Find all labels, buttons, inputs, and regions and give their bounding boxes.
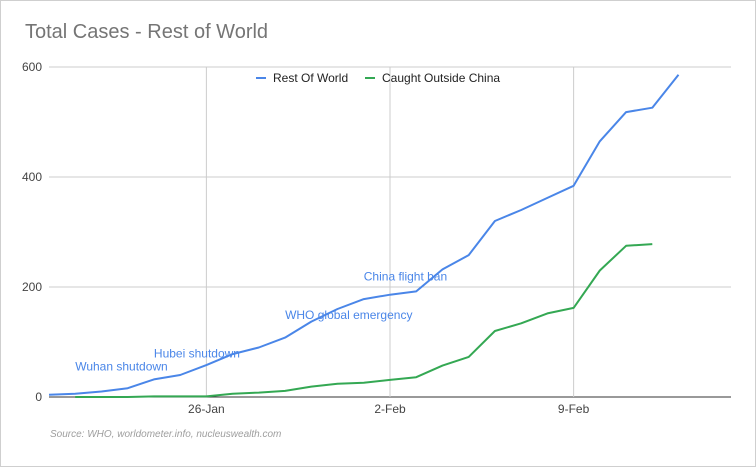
annotation-label: Wuhan shutdown xyxy=(75,360,168,374)
source-note: Source: WHO, worldometer.info, nucleuswe… xyxy=(50,429,282,440)
chart-title: Total Cases - Rest of World xyxy=(25,21,269,43)
series-line-rest-of-world xyxy=(48,74,680,396)
legend-label: Rest Of World xyxy=(273,71,348,85)
y-tick-label: 400 xyxy=(22,170,42,184)
annotation-label: China flight ban xyxy=(364,269,447,283)
x-tick-label: 2-Feb xyxy=(374,402,406,416)
y-tick-label: 0 xyxy=(35,390,42,404)
y-tick-label: 200 xyxy=(22,280,42,294)
series-line-caught-outside-china xyxy=(75,243,653,398)
annotation-label: WHO global emergency xyxy=(285,308,412,322)
legend-label: Caught Outside China xyxy=(382,71,500,85)
x-tick-label: 9-Feb xyxy=(558,402,590,416)
x-tick-label: 26-Jan xyxy=(188,402,225,416)
y-tick-label: 600 xyxy=(22,60,42,74)
annotation-label: Hubei shutdown xyxy=(154,346,240,360)
